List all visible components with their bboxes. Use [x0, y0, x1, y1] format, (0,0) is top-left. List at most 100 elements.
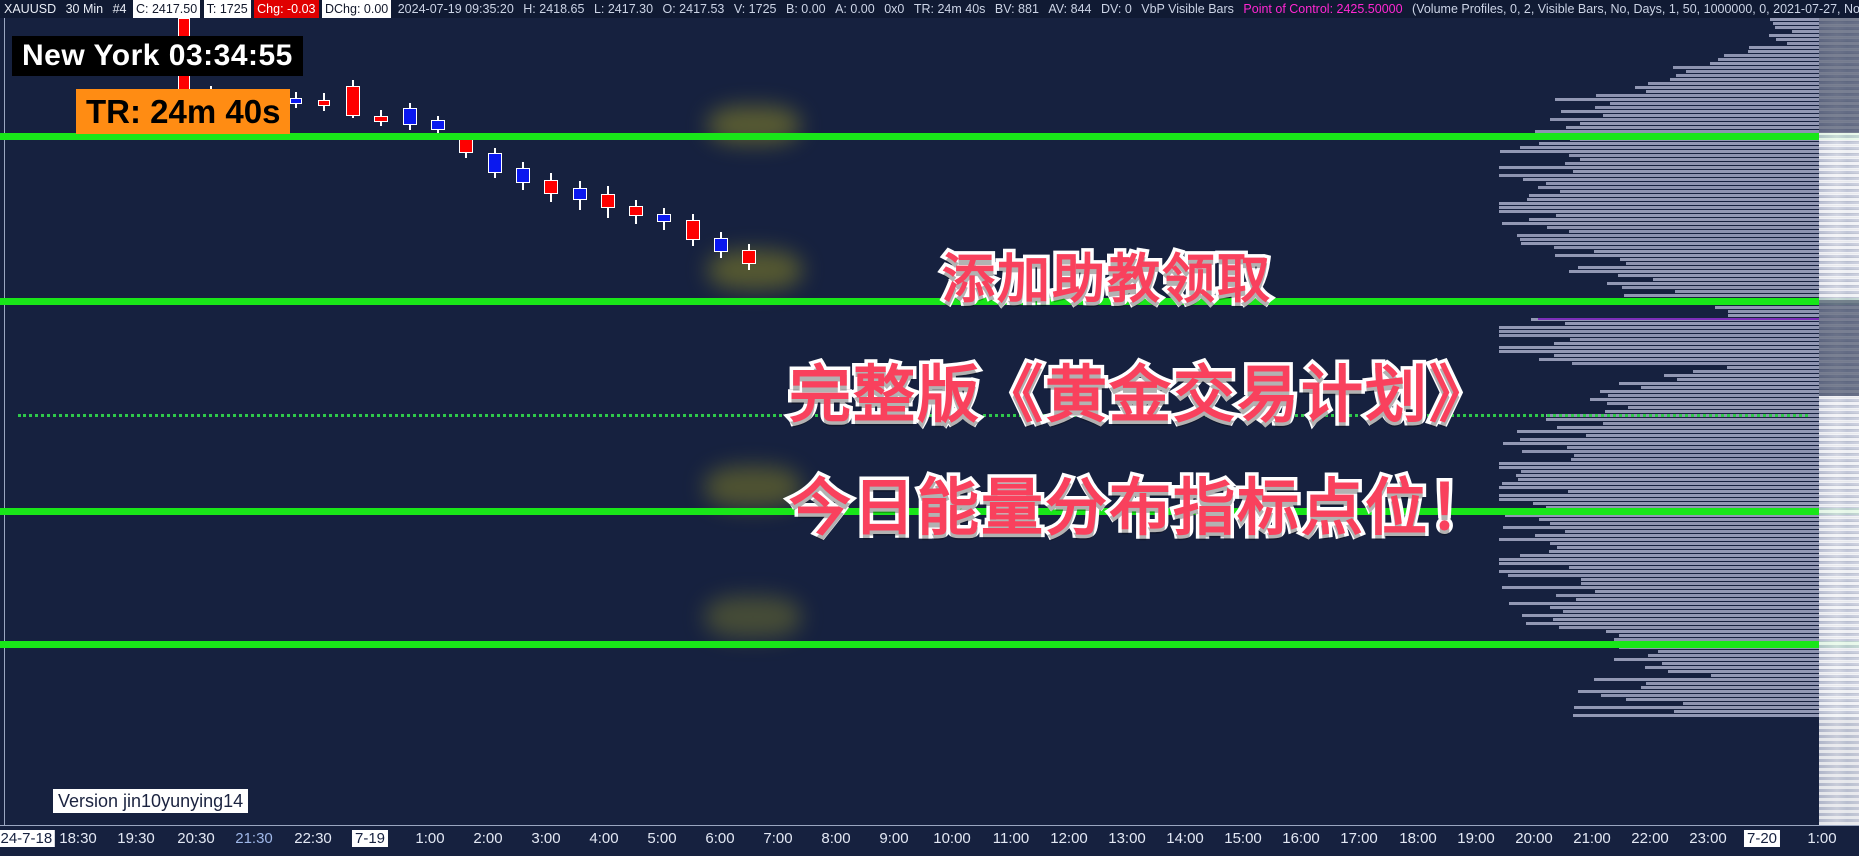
volume-profile-bar	[1554, 254, 1859, 257]
volume-profile-bar	[1545, 418, 1859, 421]
candle-body	[516, 168, 530, 183]
volume-profile-bar	[1600, 694, 1859, 697]
volume-profile-bar	[1619, 634, 1859, 637]
volume-profile-bar	[1532, 502, 1859, 505]
volume-profile-bar	[1520, 238, 1859, 241]
volume-profile-bar	[1499, 346, 1859, 349]
volume-profile-bar	[1520, 438, 1859, 441]
point-of-control-label: Point of Control: 2425.50000	[1243, 2, 1403, 16]
volume-profile-bar	[1626, 698, 1859, 701]
volume-profile-bar	[1502, 526, 1859, 529]
volume-profile-bar	[1602, 422, 1859, 425]
daily-change-label: DChg: 0.00	[322, 0, 392, 18]
volume-profile-bar	[1519, 554, 1859, 557]
volume-profile-bar	[1572, 714, 1859, 717]
promo-line-2: 完整版《黄金交易计划》	[785, 358, 1494, 434]
volume-profile-bar	[1646, 90, 1859, 93]
time-axis-tick: 20:30	[177, 830, 215, 847]
volume-profile-bar	[1554, 246, 1859, 249]
time-axis-tick: 21:30	[235, 830, 273, 847]
volume-profile-bar	[1519, 146, 1859, 149]
volume-profile-bar	[1499, 558, 1859, 561]
volume-profile-bar	[1538, 142, 1859, 145]
volume-profile-bar	[1520, 242, 1859, 245]
volume-profile-bar	[1522, 178, 1859, 181]
candle-body	[601, 194, 615, 208]
support-resistance-line[interactable]	[0, 133, 1859, 140]
time-axis-tick: 16:00	[1282, 830, 1320, 847]
point-of-control-line[interactable]	[1538, 318, 1859, 320]
volume-profile-bar	[1669, 78, 1859, 81]
status-bar: XAUUSD 30 Min #4 C: 2417.50 T: 1725 Chg:…	[0, 0, 1859, 18]
time-axis-tick: 7-20	[1743, 830, 1781, 847]
volume-profile-bar	[1603, 114, 1859, 117]
time-axis-tick: 14:00	[1166, 830, 1204, 847]
support-resistance-line[interactable]	[0, 298, 1859, 305]
indicator-params-label: (Volume Profiles, 0, 2, Visible Bars, No…	[1412, 2, 1859, 16]
candlestick	[742, 244, 756, 270]
support-resistance-line[interactable]	[0, 641, 1859, 648]
volume-profile-bar	[1586, 434, 1859, 437]
time-axis-tick: 2:00	[473, 830, 503, 847]
vbp-indicator-label[interactable]: VbP Visible Bars	[1141, 2, 1234, 16]
volume-profile-bar	[1580, 578, 1859, 581]
time-axis-tick: 1:00	[415, 830, 445, 847]
price-axis-shade	[1819, 300, 1859, 396]
candlestick	[318, 93, 330, 111]
volume-profile-bar	[1518, 478, 1859, 481]
volume-profile-bar	[1727, 314, 1859, 317]
volume-profile-bar	[1499, 538, 1859, 541]
volume-profile-bar	[1774, 26, 1859, 29]
time-axis-tick: 11:00	[992, 830, 1030, 847]
volume-profile-bar	[1727, 366, 1859, 369]
volume-profile-bar	[1648, 654, 1859, 657]
bid-volume-label: BV: 881	[994, 2, 1039, 16]
volume-profile-bar	[1748, 50, 1859, 53]
support-resistance-line[interactable]	[0, 508, 1859, 515]
volume-profile-bar	[1571, 362, 1859, 365]
volume-profile-bar	[1589, 398, 1859, 401]
volume-profile-bar	[1748, 46, 1859, 49]
candle-body	[431, 120, 445, 130]
volume-profile-bar	[1557, 426, 1859, 429]
volume-profile-bar	[1595, 94, 1859, 97]
volume-profile-bar	[1613, 658, 1859, 661]
volume-profile-bar	[1522, 614, 1859, 617]
time-axis-tick: 10:00	[933, 830, 971, 847]
volume-profile-bar	[1567, 446, 1859, 449]
volume-profile-bar	[1569, 230, 1859, 233]
candle-body	[346, 86, 360, 116]
volume-profile-bar	[1607, 394, 1859, 397]
volume-profile-bar	[1549, 550, 1859, 553]
volume-profile-bar	[1565, 322, 1859, 325]
volume-profile-bar	[1505, 514, 1859, 517]
volume-profile-bar	[1526, 622, 1859, 625]
volume-profile-bar	[1502, 222, 1859, 225]
delta-volume-label: DV: 0	[1100, 2, 1132, 16]
volume-profile-bar	[1499, 562, 1859, 565]
volume-profile-bar	[1499, 206, 1859, 209]
candlestick	[516, 162, 530, 190]
volume-profile-bar	[1577, 266, 1859, 269]
dotted-level-line[interactable]	[18, 414, 1808, 417]
volume-profile-bar	[1663, 374, 1859, 377]
volume-profile-bar	[1645, 682, 1859, 685]
volume-profile-bar	[1549, 542, 1859, 545]
volume-profile-bar	[1516, 474, 1859, 477]
symbol-label[interactable]: XAUUSD	[4, 2, 57, 16]
close-price-label: C: 2417.50	[132, 0, 201, 18]
volume-profile-bar	[1580, 582, 1859, 585]
time-axis-tick: 13:00	[1108, 830, 1146, 847]
volume-profile-bar	[1499, 166, 1859, 169]
volume-profile-bar	[1546, 506, 1859, 509]
volume-profile-bar	[1727, 310, 1859, 313]
price-axis[interactable]	[1819, 18, 1859, 825]
volume-profile-bar	[1710, 62, 1859, 65]
chart-plot-area[interactable]: New York 03:34:55 TR: 24m 40s Version ji…	[0, 18, 1859, 825]
candlestick	[601, 186, 615, 218]
volume-profile-bar	[1499, 570, 1859, 573]
volume-profile-bar	[1516, 234, 1859, 237]
interval-label[interactable]: 30 Min	[65, 2, 104, 16]
candlestick	[488, 148, 502, 178]
